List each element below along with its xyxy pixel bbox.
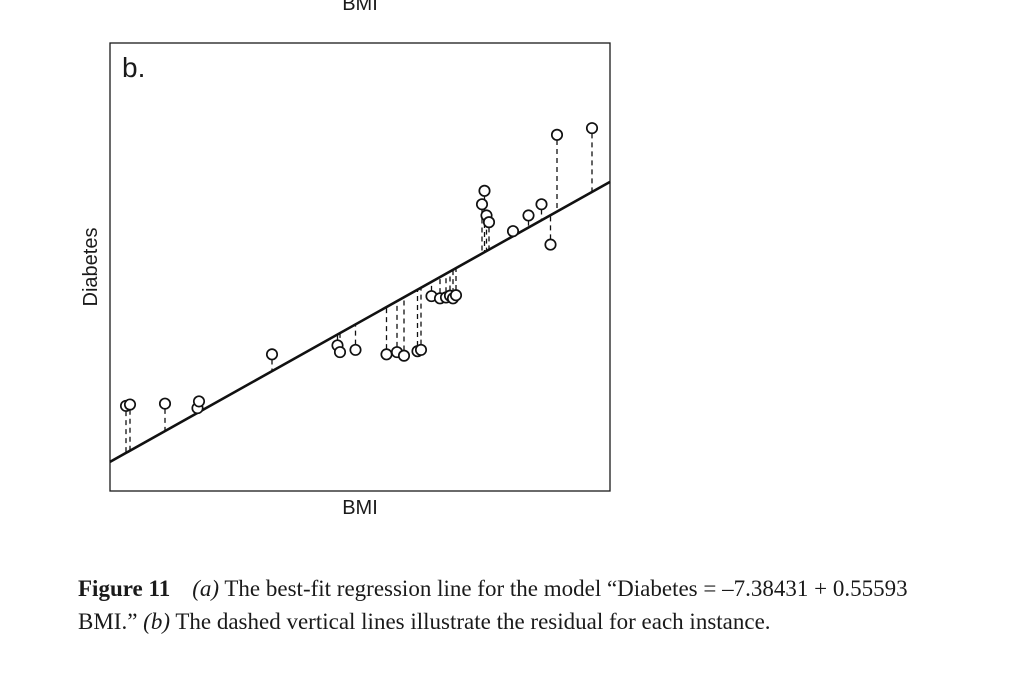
caption-part-a-text: The best-fit regression line for the mod…: [78, 576, 908, 634]
data-point-28: [550, 128, 564, 141]
data-point-4: [192, 395, 206, 408]
data-point-25: [522, 209, 535, 222]
data-point-2: [158, 397, 172, 410]
data-points: [119, 122, 599, 415]
caption-part-b-text: The dashed vertical lines illustrate the…: [170, 609, 771, 634]
caption-part-b-marker: (b): [143, 609, 170, 634]
data-point-9: [380, 348, 393, 361]
plot-frame: [109, 42, 611, 492]
data-point-21: [478, 184, 491, 197]
data-point-5: [265, 348, 279, 361]
data-point-24: [506, 225, 520, 238]
x-axis-label: BMI: [342, 497, 378, 519]
figure-caption: Figure 11 (a) The best-fit regression lin…: [78, 572, 958, 638]
data-point-23: [482, 216, 496, 229]
data-point-11: [397, 349, 411, 362]
data-point-1: [123, 398, 137, 411]
data-point-26: [535, 198, 548, 211]
data-point-27: [544, 238, 557, 251]
panel-label: b.: [122, 52, 145, 83]
data-point-8: [349, 343, 362, 356]
data-point-20: [475, 198, 489, 211]
y-axis-label: Diabetes: [80, 228, 102, 307]
regression-line: [109, 180, 611, 464]
residual-scatter-chart: BMI b. BMI Diabetes: [80, 0, 611, 519]
data-point-29: [585, 122, 599, 135]
data-point-13: [414, 343, 428, 356]
caption-part-a-marker: (a): [192, 576, 220, 601]
data-point-7: [333, 346, 347, 359]
top-axis-label-partial: BMI: [342, 0, 378, 15]
figure-label: Figure 11: [78, 576, 171, 601]
data-point-19: [449, 289, 463, 302]
